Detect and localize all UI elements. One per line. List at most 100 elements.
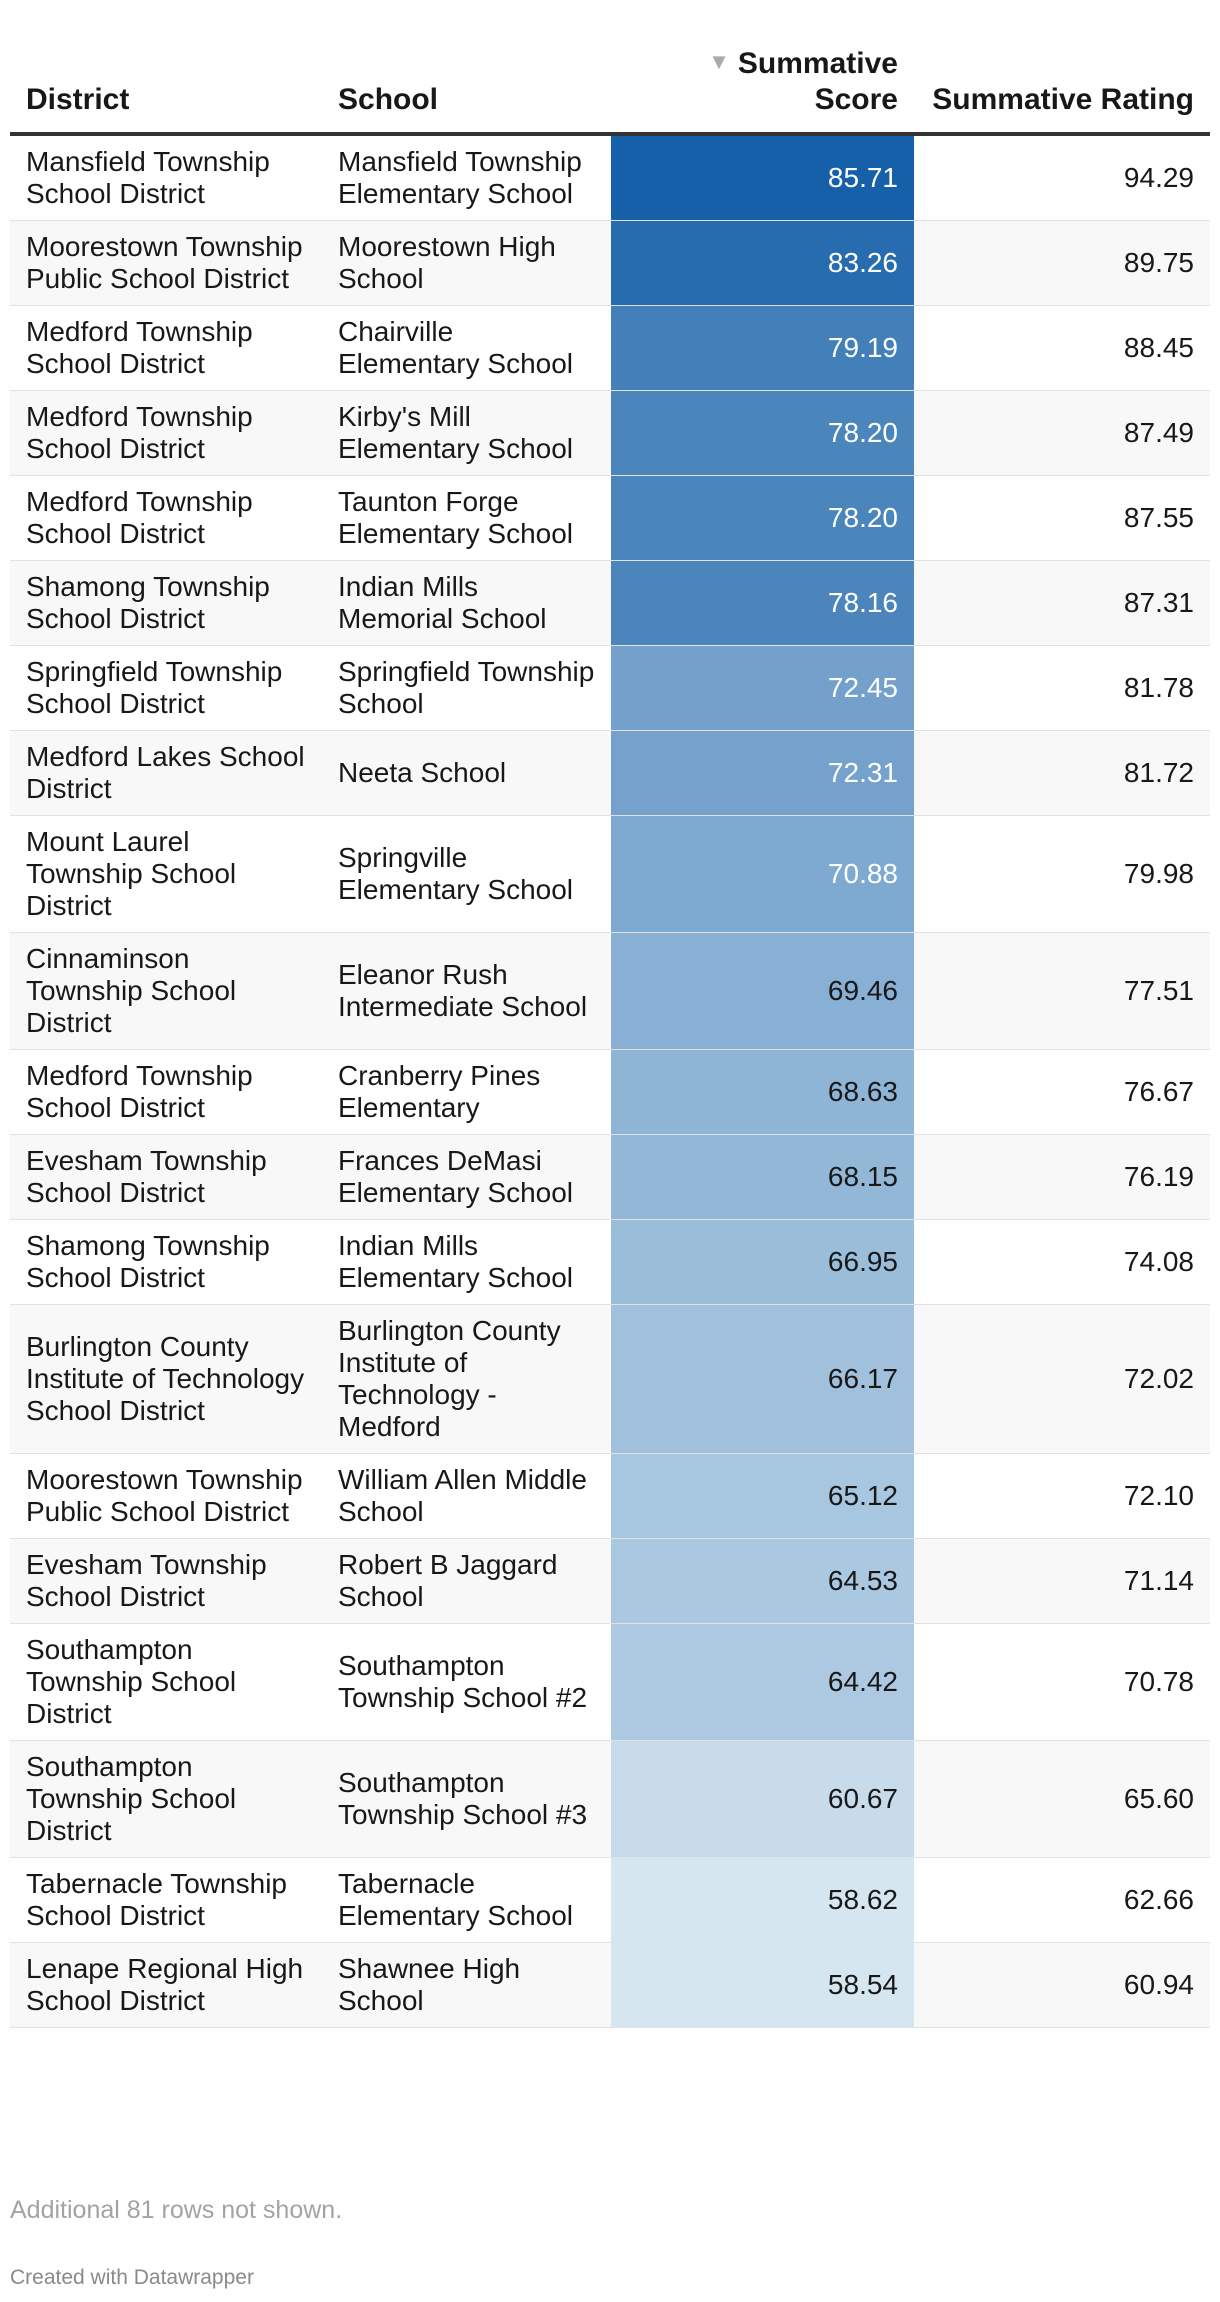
district-cell: Burlington County Institute of Technolog…: [10, 1304, 322, 1454]
district-cell: Southampton Township School District: [10, 1623, 322, 1741]
summative-score-cell: 68.63: [611, 1049, 914, 1135]
summative-score-cell: 69.46: [611, 932, 914, 1050]
summative-rating-cell: 72.02: [914, 1304, 1210, 1454]
summative-score-cell: 60.67: [611, 1740, 914, 1858]
table-row: Shamong Township School District Indian M…: [10, 1219, 1210, 1305]
summative-score-cell: 65.12: [611, 1453, 914, 1539]
table-row: Moorestown Township Public School Distri…: [10, 220, 1210, 306]
summative-score-cell: 68.15: [611, 1134, 914, 1220]
summative-rating-cell: 88.45: [914, 305, 1210, 391]
school-scores-table: District School ▼ Summative Score Summati…: [10, 38, 1210, 2028]
school-cell: Springville Elementary School: [322, 815, 611, 933]
district-cell: Mansfield Township School District: [10, 134, 322, 221]
summative-score-cell: 64.42: [611, 1623, 914, 1741]
summative-rating-cell: 76.19: [914, 1134, 1210, 1220]
summative-rating-cell: 79.98: [914, 815, 1210, 933]
school-cell: Taunton Forge Elementary School: [322, 475, 611, 561]
school-cell: Shawnee High School: [322, 1942, 611, 2028]
district-cell: Springfield Township School District: [10, 645, 322, 731]
summative-score-cell: 72.31: [611, 730, 914, 816]
table-row: Southampton Township School District Sout…: [10, 1623, 1210, 1741]
summative-score-cell: 72.45: [611, 645, 914, 731]
summative-rating-cell: 70.78: [914, 1623, 1210, 1741]
school-cell: Springfield Township School: [322, 645, 611, 731]
table-row: Burlington County Institute of Technolog…: [10, 1304, 1210, 1454]
district-cell: Shamong Township School District: [10, 560, 322, 646]
school-cell: Eleanor Rush Intermediate School: [322, 932, 611, 1050]
table-row: Shamong Township School District Indian M…: [10, 560, 1210, 646]
school-cell: Indian Mills Elementary School: [322, 1219, 611, 1305]
table-row: Evesham Township School District Frances …: [10, 1134, 1210, 1220]
district-cell: Shamong Township School District: [10, 1219, 322, 1305]
summative-score-cell: 58.62: [611, 1857, 914, 1943]
table-row: Moorestown Township Public School Distri…: [10, 1453, 1210, 1539]
school-cell: Frances DeMasi Elementary School: [322, 1134, 611, 1220]
district-cell: Medford Township School District: [10, 1049, 322, 1135]
header-summative-score-label: Summative Score: [737, 47, 898, 116]
summative-rating-cell: 87.55: [914, 475, 1210, 561]
summative-rating-cell: 81.72: [914, 730, 1210, 816]
summative-rating-cell: 60.94: [914, 1942, 1210, 2028]
district-cell: Evesham Township School District: [10, 1134, 322, 1220]
table-row: Mansfield Township School District Mansfi…: [10, 134, 1210, 221]
school-cell: Robert B Jaggard School: [322, 1538, 611, 1624]
header-summative-score[interactable]: ▼ Summative Score: [611, 38, 914, 136]
school-cell: Southampton Township School #3: [322, 1740, 611, 1858]
summative-score-cell: 70.88: [611, 815, 914, 933]
summative-score-cell: 66.95: [611, 1219, 914, 1305]
summative-rating-cell: 76.67: [914, 1049, 1210, 1135]
school-cell: William Allen Middle School: [322, 1453, 611, 1539]
school-cell: Cranberry Pines Elementary: [322, 1049, 611, 1135]
summative-score-cell: 64.53: [611, 1538, 914, 1624]
header-summative-rating[interactable]: Summative Rating: [914, 38, 1210, 136]
table-row: Lenape Regional High School District Shaw…: [10, 1942, 1210, 2028]
district-cell: Mount Laurel Township School District: [10, 815, 322, 933]
district-cell: Moorestown Township Public School Distri…: [10, 1453, 322, 1539]
school-cell: Burlington County Institute of Technolog…: [322, 1304, 611, 1454]
district-cell: Medford Lakes School District: [10, 730, 322, 816]
school-cell: Tabernacle Elementary School: [322, 1857, 611, 1943]
district-cell: Medford Township School District: [10, 475, 322, 561]
summative-rating-cell: 72.10: [914, 1453, 1210, 1539]
summative-rating-cell: 89.75: [914, 220, 1210, 306]
table-row: Southampton Township School District Sout…: [10, 1740, 1210, 1858]
district-cell: Medford Township School District: [10, 390, 322, 476]
school-cell: Moorestown High School: [322, 220, 611, 306]
table-row: Medford Township School District Taunton …: [10, 475, 1210, 561]
school-cell: Neeta School: [322, 730, 611, 816]
district-cell: Moorestown Township Public School Distri…: [10, 220, 322, 306]
district-cell: Evesham Township School District: [10, 1538, 322, 1624]
table-header-row: District School ▼ Summative Score Summati…: [10, 38, 1210, 136]
datawrapper-credit[interactable]: Created with Datawrapper: [10, 2266, 254, 2289]
summative-rating-cell: 65.60: [914, 1740, 1210, 1858]
table-row: Medford Township School District Cranberr…: [10, 1049, 1210, 1135]
summative-rating-cell: 74.08: [914, 1219, 1210, 1305]
summative-score-cell: 83.26: [611, 220, 914, 306]
summative-rating-cell: 87.31: [914, 560, 1210, 646]
sort-descending-icon: ▼: [708, 49, 730, 74]
header-district[interactable]: District: [10, 38, 322, 136]
summative-score-cell: 85.71: [611, 134, 914, 221]
table-body: Mansfield Township School District Mansfi…: [10, 134, 1210, 2028]
school-cell: Indian Mills Memorial School: [322, 560, 611, 646]
table-row: Tabernacle Township School District Taber…: [10, 1857, 1210, 1943]
summative-rating-cell: 71.14: [914, 1538, 1210, 1624]
school-cell: Chairville Elementary School: [322, 305, 611, 391]
summative-score-cell: 78.20: [611, 475, 914, 561]
summative-rating-cell: 81.78: [914, 645, 1210, 731]
school-cell: Kirby's Mill Elementary School: [322, 390, 611, 476]
header-school[interactable]: School: [322, 38, 611, 136]
summative-rating-cell: 77.51: [914, 932, 1210, 1050]
summative-score-cell: 58.54: [611, 1942, 914, 2028]
summative-rating-cell: 87.49: [914, 390, 1210, 476]
district-cell: Medford Township School District: [10, 305, 322, 391]
district-cell: Tabernacle Township School District: [10, 1857, 322, 1943]
summative-score-cell: 66.17: [611, 1304, 914, 1454]
table-row: Cinnaminson Township School District Elea…: [10, 932, 1210, 1050]
school-cell: Southampton Township School #2: [322, 1623, 611, 1741]
summative-rating-cell: 94.29: [914, 134, 1210, 221]
summative-score-cell: 79.19: [611, 305, 914, 391]
table-row: Medford Township School District Kirby's …: [10, 390, 1210, 476]
district-cell: Southampton Township School District: [10, 1740, 322, 1858]
